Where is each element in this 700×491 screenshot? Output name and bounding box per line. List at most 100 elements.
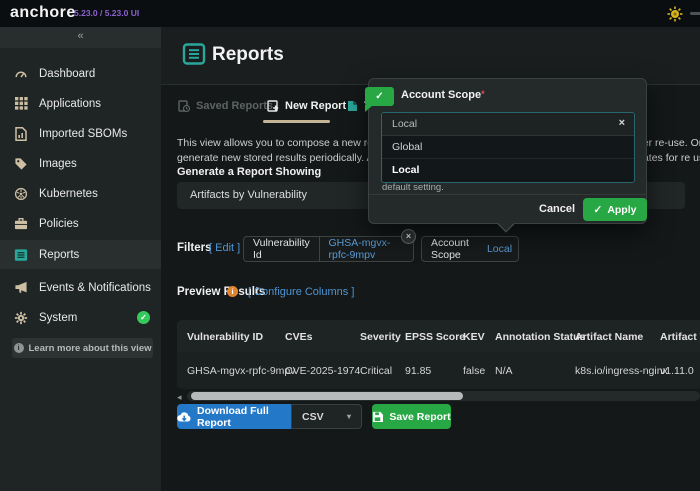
table-header-row: Vulnerability ID CVEs Severity EPSS Scor… xyxy=(177,320,700,352)
preview-info-badge-icon[interactable]: i xyxy=(227,286,238,297)
sidebar-item-label: Kubernetes xyxy=(39,188,98,200)
cell-vulnerability-id: GHSA-mgvx-rpfc-9mpv xyxy=(187,365,296,377)
sidebar-collapse-button[interactable]: « xyxy=(0,27,161,48)
app-window: anchore 5.23.0 / 5.23.0 UI « Dashboard xyxy=(0,0,700,491)
apply-button[interactable]: ✓ Apply xyxy=(583,198,647,221)
popover-pointer-arrow xyxy=(498,216,515,233)
tab-new-report[interactable]: New Report xyxy=(267,100,346,112)
format-value: CSV xyxy=(302,411,324,423)
option-local[interactable]: Local xyxy=(382,159,634,182)
sidebar-item-dashboard[interactable]: Dashboard xyxy=(0,59,161,88)
account-scope-popover: ✓ Account Scope* × Global Local default … xyxy=(368,78,647,224)
account-scope-input[interactable] xyxy=(382,113,634,135)
scroll-left-arrow-icon[interactable]: ◂ xyxy=(177,392,182,402)
sidebar-item-label: Images xyxy=(39,158,77,170)
column-header[interactable]: KEV xyxy=(463,331,485,343)
column-header[interactable]: Artifact Version xyxy=(660,331,700,343)
apply-button-label: Apply xyxy=(607,204,636,216)
tab-label: New Report xyxy=(285,100,346,112)
download-full-report-button[interactable]: Download Full Report xyxy=(177,404,291,429)
column-header[interactable]: EPSS Score xyxy=(405,331,465,343)
sidebar-item-kubernetes[interactable]: Kubernetes xyxy=(0,179,161,208)
page-header: Reports xyxy=(161,27,700,85)
popover-title: Account Scope* xyxy=(401,89,485,101)
filter-chip-account-scope[interactable]: Account Scope Local xyxy=(421,236,519,262)
image-tag-icon xyxy=(14,157,28,171)
main-content: Reports Saved Reports New Report Templat… xyxy=(161,27,700,491)
sidebar-item-imported-sboms[interactable]: Imported SBOMs xyxy=(0,119,161,148)
option-global[interactable]: Global xyxy=(382,136,634,159)
column-header[interactable]: Severity xyxy=(360,331,401,343)
configure-columns-link[interactable]: [ Configure Columns ] xyxy=(248,286,354,298)
anchore-logo: anchore xyxy=(10,4,76,22)
download-button-label: Download Full Report xyxy=(197,405,291,429)
filter-chip-vulnerability-id[interactable]: Vulnerability Id GHSA-mgvx-rpfc-9mpv xyxy=(243,236,414,262)
preview-results-table: Vulnerability ID CVEs Severity EPSS Scor… xyxy=(177,320,700,389)
filter-chip-name: Account Scope xyxy=(422,237,478,261)
save-floppy-icon xyxy=(372,411,383,422)
learn-more-button[interactable]: i Learn more about this view xyxy=(12,338,153,358)
sidebar-item-label: Events & Notifications xyxy=(39,282,151,294)
save-report-button[interactable]: Save Report xyxy=(372,404,451,429)
learn-more-label: Learn more about this view xyxy=(29,343,152,354)
filters-edit-link[interactable]: [ Edit ] xyxy=(209,242,240,254)
system-gear-icon xyxy=(14,311,28,325)
sidebar-item-applications[interactable]: Applications xyxy=(0,89,161,118)
system-ok-check-icon: ✓ xyxy=(137,311,150,324)
kubernetes-wheel-icon xyxy=(14,187,28,201)
cell-artifact-name: k8s.io/ingress-nginx xyxy=(575,365,668,377)
reports-page-icon xyxy=(182,42,206,66)
page-title: Reports xyxy=(212,44,284,66)
sidebar-item-images[interactable]: Images xyxy=(0,149,161,178)
menu-dash-icon[interactable] xyxy=(690,12,700,15)
column-header[interactable]: CVEs xyxy=(285,331,312,343)
table-row[interactable]: GHSA-mgvx-rpfc-9mpv CVE-2025-1974 Critic… xyxy=(177,352,700,389)
version-label: 5.23.0 / 5.23.0 UI xyxy=(74,8,139,18)
sidebar-item-events-notifications[interactable]: Events & Notifications xyxy=(0,273,161,302)
report-format-dropdown[interactable]: CSV ▾ xyxy=(291,404,362,429)
applications-grid-icon xyxy=(14,97,28,111)
templates-doc-icon xyxy=(347,100,358,112)
cell-annotation-status: N/A xyxy=(495,365,513,377)
horizontal-scrollbar-thumb[interactable] xyxy=(191,392,463,400)
active-tab-underline xyxy=(263,120,330,123)
policies-briefcase-icon xyxy=(14,217,28,231)
column-header[interactable]: Vulnerability ID xyxy=(187,331,263,343)
apply-check-icon: ✓ xyxy=(594,204,603,216)
sidebar-item-label: System xyxy=(39,312,77,324)
sidebar-item-reports[interactable]: Reports xyxy=(0,240,161,269)
popover-footer-divider xyxy=(369,194,646,195)
cancel-button[interactable]: Cancel xyxy=(539,203,575,215)
megaphone-icon xyxy=(14,281,28,295)
clear-input-icon[interactable]: × xyxy=(619,117,625,129)
account-scope-combobox: × Global Local xyxy=(381,112,635,183)
cell-severity: Critical xyxy=(360,365,392,377)
notifications-gear-icon[interactable] xyxy=(666,5,684,23)
tab-saved-reports[interactable]: Saved Reports xyxy=(178,100,273,112)
column-header[interactable]: Artifact Name xyxy=(575,331,643,343)
remove-filter-icon[interactable]: × xyxy=(401,229,416,244)
new-report-doc-icon xyxy=(267,100,279,112)
sidebar-item-label: Dashboard xyxy=(39,68,95,80)
top-bar: anchore 5.23.0 / 5.23.0 UI xyxy=(0,0,700,27)
horizontal-scrollbar-track[interactable] xyxy=(187,391,700,401)
info-icon: i xyxy=(14,343,24,353)
sidebar-item-label: Reports xyxy=(39,249,79,261)
cell-kev: false xyxy=(463,365,485,377)
sidebar: « Dashboard Applications Imported SBOMs … xyxy=(0,27,161,491)
column-header[interactable]: Annotation Status xyxy=(495,331,585,343)
sidebar-item-system[interactable]: System ✓ xyxy=(0,303,161,332)
generate-report-label: Generate a Report Showing xyxy=(177,166,321,178)
valid-check-badge-tail xyxy=(365,105,373,112)
cell-artifact-version: v1.11.0 xyxy=(660,365,694,377)
filters-label: Filters xyxy=(177,242,212,254)
combobox-input-row: × xyxy=(382,113,634,136)
filter-chip-value: Local xyxy=(478,243,521,255)
dashboard-gauge-icon xyxy=(14,67,28,81)
cell-cves: CVE-2025-1974 xyxy=(285,365,360,377)
sbom-file-icon xyxy=(14,127,28,141)
sidebar-item-label: Applications xyxy=(39,98,101,110)
tab-label: Saved Reports xyxy=(196,100,273,112)
sidebar-item-policies[interactable]: Policies xyxy=(0,209,161,238)
filter-chip-name: Vulnerability Id xyxy=(244,237,319,261)
